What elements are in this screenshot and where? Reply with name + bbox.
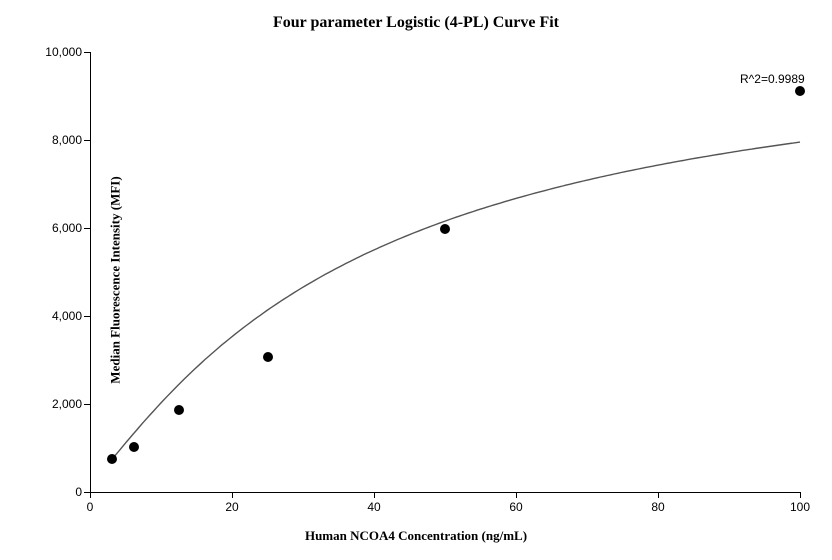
x-tick-label: 20 bbox=[225, 500, 238, 514]
data-point bbox=[174, 405, 184, 415]
x-tick bbox=[90, 492, 91, 498]
y-tick-label: 2,000 bbox=[52, 397, 82, 411]
x-tick bbox=[800, 492, 801, 498]
chart-container: Four parameter Logistic (4-PL) Curve Fit… bbox=[0, 0, 832, 560]
y-tick-label: 4,000 bbox=[52, 309, 82, 323]
x-tick bbox=[658, 492, 659, 498]
data-point bbox=[129, 442, 139, 452]
chart-title: Four parameter Logistic (4-PL) Curve Fit bbox=[0, 14, 832, 32]
y-tick-label: 0 bbox=[75, 485, 82, 499]
x-tick-label: 100 bbox=[790, 500, 810, 514]
x-tick-label: 0 bbox=[87, 500, 94, 514]
x-axis-label: Human NCOA4 Concentration (ng/mL) bbox=[0, 528, 832, 544]
y-tick-label: 6,000 bbox=[52, 221, 82, 235]
x-tick bbox=[516, 492, 517, 498]
r-squared-annotation: R^2=0.9989 bbox=[740, 72, 805, 86]
data-point bbox=[107, 454, 117, 464]
x-tick-label: 60 bbox=[509, 500, 522, 514]
y-tick bbox=[84, 316, 90, 317]
data-point bbox=[440, 224, 450, 234]
x-tick-label: 40 bbox=[367, 500, 380, 514]
y-tick bbox=[84, 404, 90, 405]
y-tick bbox=[84, 228, 90, 229]
y-tick-label: 10,000 bbox=[45, 45, 82, 59]
x-tick bbox=[374, 492, 375, 498]
y-tick-label: 8,000 bbox=[52, 133, 82, 147]
data-point bbox=[263, 352, 273, 362]
data-point bbox=[795, 86, 805, 96]
x-tick-label: 80 bbox=[651, 500, 664, 514]
x-tick bbox=[232, 492, 233, 498]
y-tick bbox=[84, 52, 90, 53]
fit-curve bbox=[90, 52, 800, 492]
y-tick bbox=[84, 140, 90, 141]
